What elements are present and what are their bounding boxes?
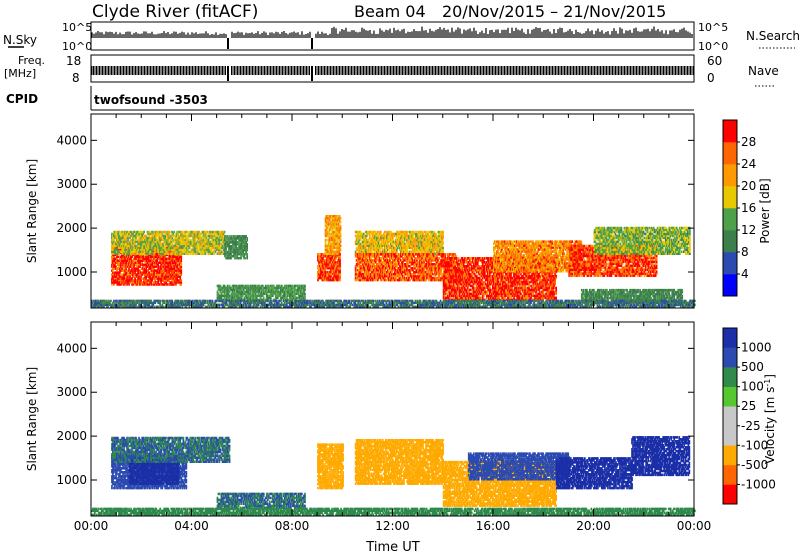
nsky-signal (92, 27, 692, 38)
heatmap-cell (120, 273, 122, 276)
nsky-panel: N.Sky 10^5 10^0 10^5 10^0 N.Search (3, 21, 800, 53)
heatmap-cell (180, 279, 182, 282)
nsearch-tick-top: 10^5 (698, 21, 728, 34)
nsky-tick-bottom: 10^0 (62, 40, 92, 53)
nsky-label: N.Sky (3, 33, 37, 47)
superdarn-rti-plot: Clyde River (fitACF) Beam 04 20/Nov/2015… (0, 0, 800, 554)
station-title: Clyde River (fitACF) (92, 2, 258, 22)
freq-trace (92, 66, 694, 81)
freq-panel: Freq. [MHz] 18 8 60 0 Nave (4, 54, 779, 86)
freq-signal (92, 66, 694, 75)
nave-tick-top: 60 (707, 54, 722, 68)
freq-tick-bottom: 8 (72, 71, 80, 85)
freq-unit-label: [MHz] (4, 67, 36, 80)
nave-label: Nave (748, 64, 779, 78)
heatmap-cell (166, 283, 168, 286)
nave-tick-bottom: 0 (707, 71, 715, 85)
cpid-label: CPID (6, 92, 38, 106)
freq-tick-top: 18 (66, 54, 81, 68)
date-range: 20/Nov/2015 – 21/Nov/2015 (442, 2, 666, 21)
nsearch-label: N.Search (746, 29, 800, 43)
power-cells (91, 215, 696, 308)
heatmap-cell (141, 277, 143, 280)
freq-label: Freq. (18, 54, 45, 67)
cpid-panel: CPID twofsound -3503 (6, 86, 694, 110)
nsearch-tick-bottom: 10^0 (698, 40, 728, 53)
nsky-trace (92, 27, 692, 49)
cpid-value: twofsound -3503 (94, 93, 208, 107)
heatmap-cell (119, 231, 121, 234)
beam-label: Beam 04 (354, 2, 426, 21)
nsky-tick-top: 10^5 (62, 21, 92, 34)
